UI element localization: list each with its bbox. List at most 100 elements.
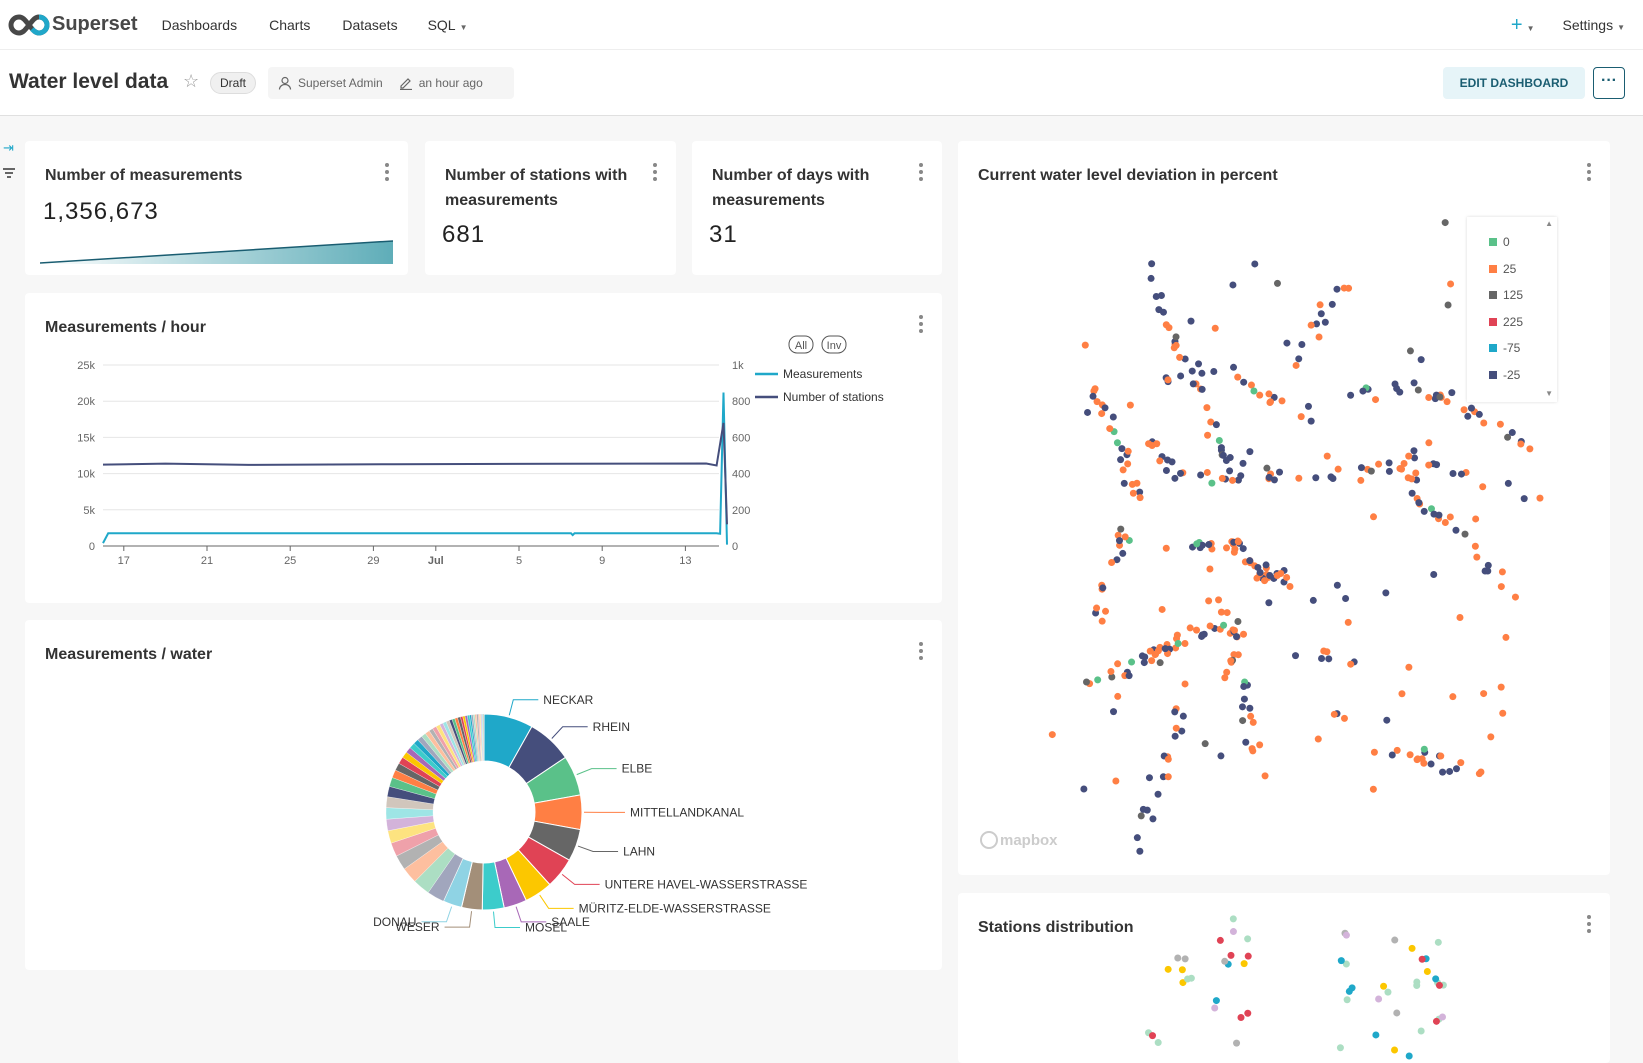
x-tick-label: 25 <box>284 555 296 567</box>
map-point <box>1121 480 1128 487</box>
map-point <box>1274 280 1281 287</box>
stations-map[interactable] <box>958 893 1610 1063</box>
map-point <box>1137 494 1144 501</box>
map-point <box>1098 410 1105 417</box>
map-point <box>1445 302 1452 309</box>
map-point <box>1497 421 1504 428</box>
map-point <box>1410 447 1417 454</box>
map-point <box>1220 622 1227 629</box>
card-menu-icon[interactable] <box>652 163 658 181</box>
map-point <box>1415 386 1422 393</box>
map-point <box>1396 389 1403 396</box>
map-point <box>1165 773 1172 780</box>
map-point <box>1334 582 1341 589</box>
legend-item[interactable]: 25 <box>1489 256 1557 283</box>
station-point <box>1393 1009 1400 1016</box>
map-point <box>1240 683 1247 690</box>
station-point <box>1244 935 1251 942</box>
map-point <box>1227 657 1234 664</box>
settings-menu[interactable]: Settings▼ <box>1562 17 1625 33</box>
map-point <box>1318 310 1325 317</box>
map-point <box>1230 364 1237 371</box>
station-point <box>1245 953 1252 960</box>
legend-swatch <box>1489 371 1497 379</box>
map-point <box>1370 513 1377 520</box>
map-point <box>1452 527 1459 534</box>
map-point <box>1173 342 1180 349</box>
map-point <box>1127 402 1134 409</box>
map-point <box>1345 285 1352 292</box>
nav-sql[interactable]: SQL▼ <box>428 17 468 33</box>
nav-charts[interactable]: Charts <box>269 17 310 33</box>
station-point <box>1344 996 1351 1003</box>
star-icon[interactable]: ☆ <box>183 71 199 92</box>
map-point <box>1421 508 1428 515</box>
station-point <box>1228 952 1235 959</box>
map-point <box>1347 392 1354 399</box>
legend-item[interactable]: 225 <box>1489 309 1557 336</box>
nav-datasets[interactable]: Datasets <box>342 17 397 33</box>
legend-item[interactable]: -75 <box>1489 335 1557 362</box>
map-point <box>1155 306 1162 313</box>
legend-scroll-up-icon[interactable]: ▲ <box>1545 219 1553 228</box>
legend-swatch <box>1489 318 1497 326</box>
map-point <box>1190 380 1197 387</box>
map-point <box>1084 409 1091 416</box>
map-point <box>1439 769 1446 776</box>
more-options-button[interactable]: ··· <box>1593 67 1625 99</box>
legend-label: 0 <box>1503 235 1510 249</box>
filter-icon[interactable] <box>3 168 15 178</box>
caret-down-icon: ▼ <box>1617 23 1625 32</box>
map-point <box>1181 640 1188 647</box>
map-point <box>1110 708 1117 715</box>
legend-item[interactable]: 0 <box>1489 229 1557 256</box>
x-tick-label: 17 <box>118 555 130 567</box>
map-point <box>1124 460 1131 467</box>
station-point <box>1409 945 1416 952</box>
nav-dashboards[interactable]: Dashboards <box>162 17 238 33</box>
slice-label: DONAU <box>373 915 416 929</box>
map-point <box>1162 645 1169 652</box>
map-point <box>1536 495 1543 502</box>
map-point <box>1421 746 1428 753</box>
map-point <box>1147 648 1154 655</box>
card-menu-icon[interactable] <box>384 163 390 181</box>
map-point <box>1256 392 1263 399</box>
map-point <box>1405 664 1412 671</box>
legend-scroll-down-icon[interactable]: ▼ <box>1545 389 1553 398</box>
map-point <box>1283 574 1290 581</box>
superset-logo[interactable]: Superset <box>8 13 138 36</box>
map-point <box>1204 432 1211 439</box>
map-point <box>1276 469 1283 476</box>
map-point <box>1341 715 1348 722</box>
map-point <box>1468 405 1475 412</box>
slice-label: RHEIN <box>593 720 630 734</box>
infinity-logo-icon <box>8 14 50 36</box>
map-point <box>1382 589 1389 596</box>
map-point <box>1224 609 1231 616</box>
legend-item[interactable]: 125 <box>1489 282 1557 309</box>
station-point <box>1424 968 1431 975</box>
map-point <box>1223 457 1230 464</box>
map-point <box>1233 633 1240 640</box>
map-point <box>1327 473 1334 480</box>
legend-item[interactable]: -25 <box>1489 362 1557 389</box>
expand-filters-icon[interactable]: ⇥ <box>3 140 20 156</box>
slice-label: ELBE <box>622 762 653 776</box>
mapbox-attribution[interactable]: mapbox <box>980 831 1058 849</box>
map-point <box>1431 511 1438 518</box>
map-point <box>1171 708 1178 715</box>
card-menu-icon[interactable] <box>918 163 924 181</box>
map-point <box>1117 456 1124 463</box>
dashboard-title[interactable]: Water level data <box>9 70 168 94</box>
status-badge[interactable]: Draft <box>210 72 256 94</box>
map-point <box>1203 404 1210 411</box>
new-item-menu[interactable]: +▼ <box>1511 14 1535 37</box>
edit-dashboard-button[interactable]: EDIT DASHBOARD <box>1443 67 1585 99</box>
y-tick-left: 0 <box>89 541 95 553</box>
map-point <box>1436 393 1443 400</box>
map-point <box>1298 341 1305 348</box>
map-point <box>1120 466 1127 473</box>
map-point <box>1148 657 1155 664</box>
